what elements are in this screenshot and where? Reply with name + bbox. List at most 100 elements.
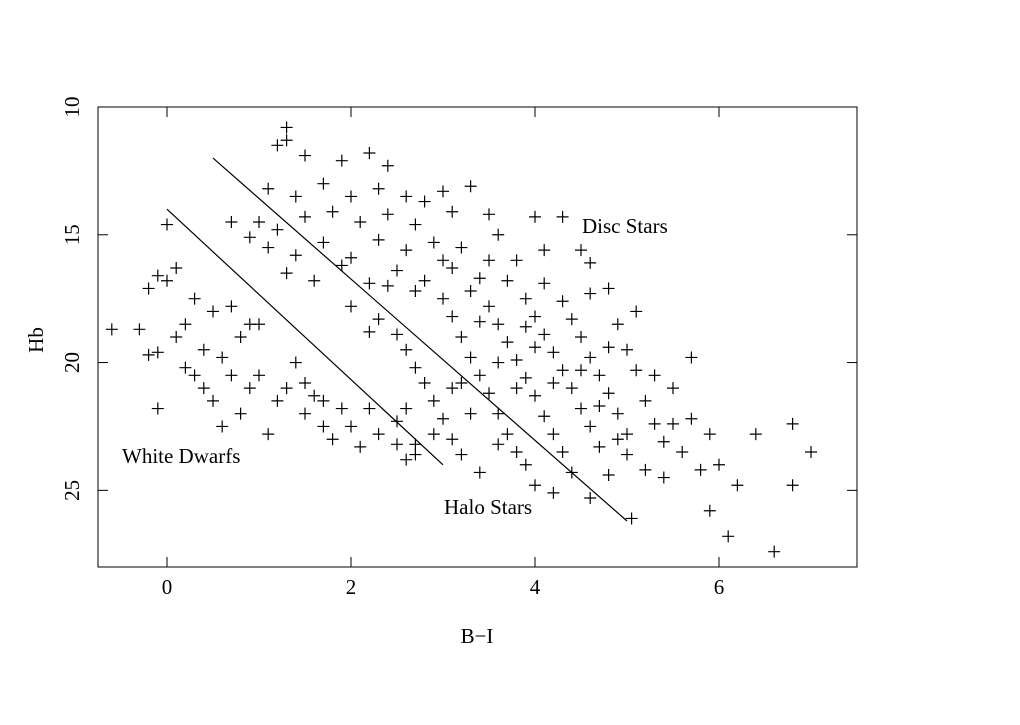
data-point: [713, 458, 725, 471]
data-point: [538, 410, 551, 423]
data-point: [575, 402, 587, 415]
data-point: [289, 190, 302, 203]
data-point: [271, 223, 284, 236]
data-point: [400, 190, 413, 203]
data-point: [464, 351, 477, 364]
data-point: [225, 216, 238, 228]
data-point: [455, 377, 468, 389]
data-point: [308, 389, 321, 402]
data-point: [575, 364, 587, 377]
data-point: [556, 295, 569, 308]
data-point: [492, 356, 505, 369]
data-point: [105, 323, 118, 336]
data-point: [142, 348, 155, 361]
data-point: [556, 364, 569, 377]
data-point: [501, 428, 514, 441]
data-point: [593, 400, 606, 412]
data-point: [483, 300, 495, 313]
data-point: [464, 180, 477, 193]
data-point: [621, 428, 633, 441]
data-point: [483, 254, 495, 267]
data-point: [648, 417, 661, 430]
data-point: [694, 463, 707, 476]
data-point: [473, 272, 486, 285]
data-point: [409, 448, 422, 461]
data-point: [299, 407, 311, 420]
y-tick-label: 15: [60, 224, 84, 245]
data-point: [381, 208, 394, 221]
data-point: [547, 428, 560, 441]
annotation: Disc Stars: [582, 214, 668, 238]
data-point: [335, 402, 348, 415]
data-point: [446, 262, 459, 274]
divider-line: [166, 208, 444, 466]
data-point: [142, 282, 155, 295]
data-point: [657, 471, 670, 484]
data-point: [630, 364, 643, 377]
data-point: [400, 453, 413, 466]
y-tick-label: 25: [60, 480, 84, 501]
annotation: Halo Stars: [444, 495, 532, 519]
data-point: [225, 300, 238, 313]
data-point: [805, 446, 817, 458]
data-point: [151, 346, 164, 359]
data-point: [372, 233, 385, 246]
data-point: [483, 208, 495, 221]
data-point: [492, 407, 505, 420]
data-point: [538, 277, 551, 290]
data-point: [437, 412, 449, 425]
data-point: [611, 318, 624, 331]
data-point: [271, 139, 284, 152]
data-point: [547, 377, 560, 389]
data-point: [437, 254, 449, 267]
data-point: [234, 331, 247, 343]
data-point: [317, 236, 330, 249]
data-point: [529, 310, 541, 323]
data-point: [197, 382, 210, 395]
data-point: [473, 369, 486, 382]
data-point: [639, 394, 652, 407]
data-point: [446, 433, 459, 446]
data-point: [391, 328, 403, 341]
data-point: [280, 382, 293, 395]
data-point: [234, 407, 247, 420]
data-point: [409, 361, 422, 374]
data-point: [575, 331, 587, 343]
data-point: [510, 446, 523, 458]
data-point: [593, 369, 606, 382]
data-point: [400, 402, 413, 415]
data-point: [372, 313, 385, 326]
data-point: [473, 466, 486, 479]
data-point: [363, 147, 376, 159]
data-point: [354, 216, 367, 228]
data-point: [372, 428, 385, 441]
data-point: [161, 218, 173, 231]
data-point: [335, 259, 348, 272]
data-point: [492, 438, 505, 451]
data-point: [170, 262, 183, 274]
data-point: [547, 486, 560, 499]
x-tick-label: 4: [530, 575, 541, 599]
data-point: [243, 382, 256, 395]
data-point: [519, 458, 532, 471]
data-point: [317, 420, 330, 433]
data-point: [593, 440, 606, 453]
data-point: [299, 149, 311, 162]
x-axis-label: B−I: [461, 624, 494, 648]
data-point: [611, 407, 624, 420]
y-tick-label: 20: [60, 352, 84, 373]
data-point: [151, 402, 164, 415]
data-point: [501, 336, 514, 349]
data-point: [786, 479, 799, 492]
data-point: [676, 446, 689, 458]
data-point: [151, 269, 164, 282]
data-point: [299, 377, 311, 389]
data-point: [565, 382, 578, 395]
data-point: [253, 216, 265, 228]
data-point: [418, 274, 431, 287]
data-point: [179, 361, 192, 374]
data-point: [621, 448, 633, 461]
data-point: [243, 318, 256, 331]
data-point: [538, 328, 551, 341]
data-point: [667, 417, 679, 430]
